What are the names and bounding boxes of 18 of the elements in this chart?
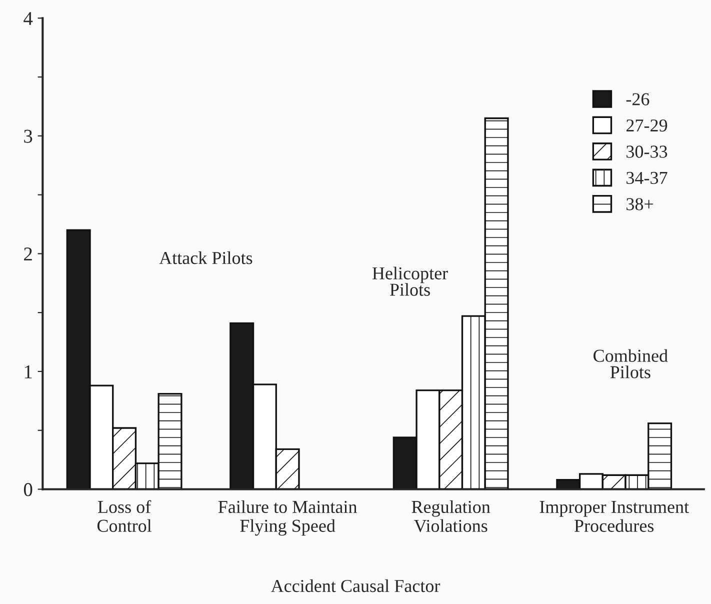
x-tick-label: Loss of Control: [97, 500, 152, 532]
annotation: Combined Pilots: [594, 349, 668, 378]
legend-label: 27-29: [626, 119, 668, 132]
legend-label: -26: [626, 93, 650, 106]
y-tick-label: 2: [24, 248, 32, 260]
y-tick-label: 3: [24, 130, 32, 143]
annotation: Attack Pilots: [159, 251, 252, 264]
x-axis-title: Accident Causal Factor: [270, 579, 440, 592]
legend-label: 30-33: [626, 146, 668, 158]
legend-label: 34-37: [626, 172, 668, 184]
legend-label: 38+: [626, 198, 654, 210]
y-tick-label: 1: [24, 365, 32, 378]
y-tick-label: 4: [24, 12, 33, 25]
y-tick-label: 0: [24, 483, 32, 496]
x-tick-label: Failure to Maintain Flying Speed: [218, 500, 357, 536]
x-tick-label: Improper Instrument Procedures: [540, 501, 689, 532]
annotation: Helicopter Pilots: [372, 266, 448, 296]
x-tick-label: Regulation Violations: [412, 500, 490, 532]
